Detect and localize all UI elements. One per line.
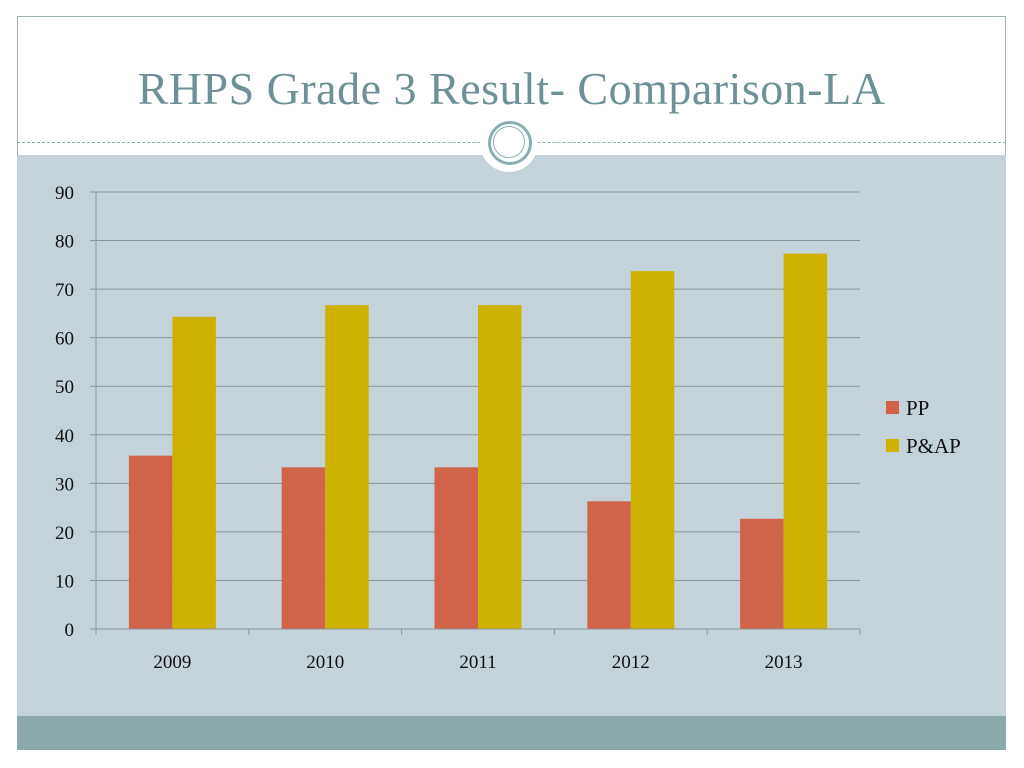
legend-label-pp: PP bbox=[906, 396, 929, 420]
axes: 0 10 20 30 40 50 60 70 80 90 2009 2010 2011 2012 2013 bbox=[55, 183, 861, 673]
bar-pap-2012 bbox=[630, 271, 675, 629]
x-tick-label: 2011 bbox=[459, 652, 496, 673]
legend-swatch-pp bbox=[886, 401, 899, 414]
y-tick-label: 20 bbox=[55, 523, 74, 544]
bar-pp-2013 bbox=[740, 518, 784, 629]
x-tick-label: 2012 bbox=[612, 652, 650, 673]
bar-pp-2010 bbox=[281, 467, 326, 629]
bottom-band bbox=[17, 716, 1006, 750]
y-tick-label: 30 bbox=[55, 474, 74, 495]
bar-pp-2012 bbox=[587, 501, 631, 629]
y-tick-label: 50 bbox=[55, 377, 74, 398]
y-tick-label: 70 bbox=[55, 280, 74, 301]
x-tick-label: 2009 bbox=[153, 652, 191, 673]
bar-pp-2011 bbox=[434, 467, 478, 629]
y-tick-label: 60 bbox=[55, 329, 74, 350]
legend-label-pap: P&AP bbox=[906, 434, 961, 458]
x-tick-label: 2010 bbox=[306, 652, 344, 673]
legend: PP P&AP bbox=[886, 396, 961, 458]
y-tick-label: 0 bbox=[65, 620, 75, 641]
bar-pap-2010 bbox=[325, 305, 369, 629]
bar-pap-2013 bbox=[783, 253, 828, 629]
circle-ornament-inner bbox=[493, 126, 525, 158]
y-tick-label: 10 bbox=[55, 571, 74, 592]
legend-swatch-pap bbox=[886, 439, 899, 452]
bar-pap-2011 bbox=[478, 305, 522, 629]
bars bbox=[128, 253, 828, 629]
y-tick-label: 40 bbox=[55, 426, 74, 447]
slide-title: RHPS Grade 3 Result- Comparison-LA bbox=[137, 63, 886, 114]
bar-pap-2009 bbox=[172, 316, 216, 629]
y-tick-label: 80 bbox=[55, 232, 74, 253]
bar-pp-2009 bbox=[128, 455, 173, 629]
y-tick-label: 90 bbox=[55, 183, 74, 204]
x-tick-label: 2013 bbox=[765, 652, 803, 673]
